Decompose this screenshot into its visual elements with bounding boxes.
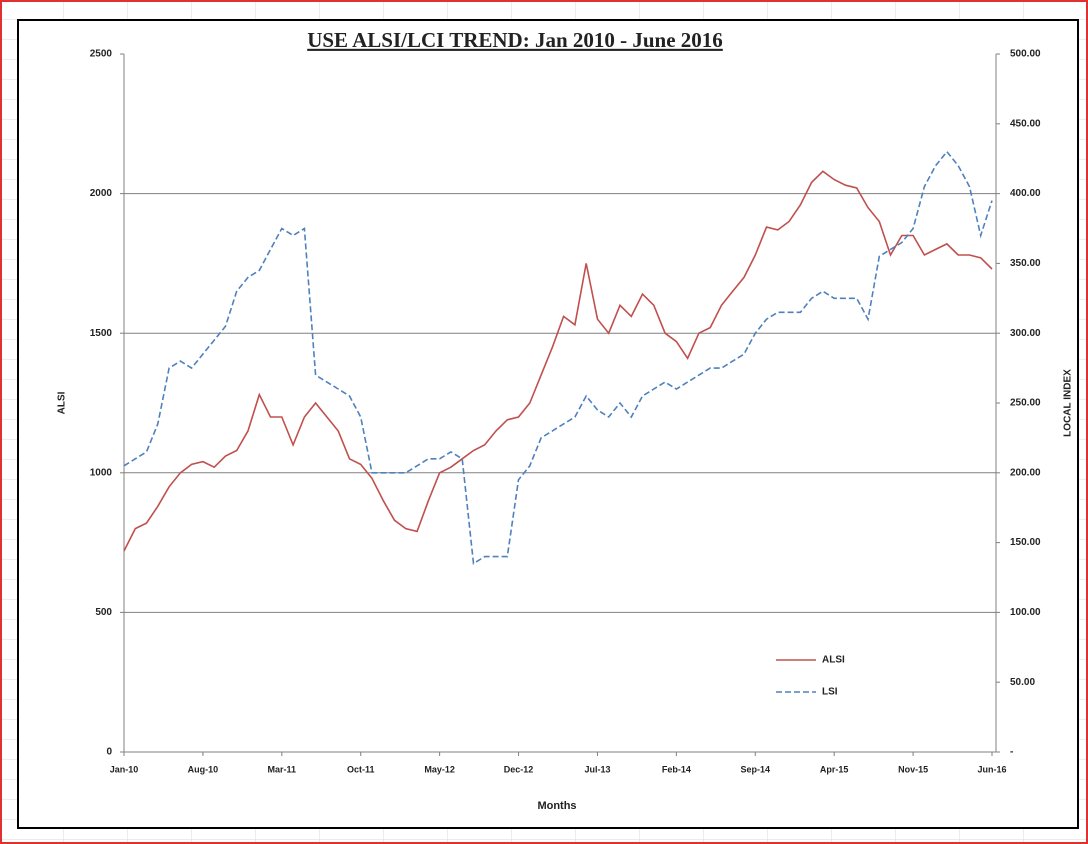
legend-label: ALSI — [822, 655, 845, 666]
x-tick-label: Nov-15 — [898, 764, 928, 774]
y-tick-label: 1500 — [90, 328, 113, 339]
y-tick-label: 0 — [106, 747, 112, 758]
x-tick-label: Jan-10 — [110, 764, 139, 774]
y-tick-label: 1000 — [90, 467, 113, 478]
chart-area — [17, 19, 1079, 829]
y2-tick-label: 450.00 — [1010, 118, 1041, 129]
y2-tick-label: 250.00 — [1010, 398, 1041, 409]
y2-tick-label: 500.00 — [1010, 49, 1041, 60]
x-tick-label: Oct-11 — [347, 764, 375, 774]
y-axis-title: ALSI — [57, 391, 68, 414]
x-tick-label: Sep-14 — [741, 764, 771, 774]
x-tick-label: Jun-16 — [977, 764, 1006, 774]
x-tick-label: Jul-13 — [584, 764, 610, 774]
series-line — [123, 150, 993, 565]
y-tick-label: 2500 — [90, 49, 113, 60]
y-tick-label: 500 — [95, 607, 112, 618]
y2-tick-label: - — [1010, 747, 1013, 758]
y2-tick-label: 100.00 — [1010, 607, 1041, 618]
x-tick-label: Aug-10 — [188, 764, 219, 774]
y2-tick-label: 400.00 — [1010, 188, 1041, 199]
x-tick-label: Mar-11 — [268, 764, 297, 774]
x-tick-label: Dec-12 — [504, 764, 534, 774]
chart-title: USE ALSI/LCI TREND: Jan 2010 - June 2016 — [307, 28, 723, 52]
legend-label: LSI — [822, 687, 838, 698]
y2-tick-label: 50.00 — [1010, 677, 1035, 688]
y2-tick-label: 300.00 — [1010, 328, 1041, 339]
y2-tick-label: 200.00 — [1010, 467, 1041, 478]
y2-axis-title: LOCAL INDEX — [1063, 369, 1074, 437]
y-tick-label: 2000 — [90, 188, 113, 199]
x-tick-label: Feb-14 — [662, 764, 691, 774]
y2-tick-label: 350.00 — [1010, 258, 1041, 269]
x-axis-title: Months — [537, 800, 576, 812]
x-tick-label: Apr-15 — [820, 764, 849, 774]
series-line — [123, 170, 993, 552]
y2-tick-label: 150.00 — [1010, 537, 1041, 548]
x-tick-label: May-12 — [424, 764, 455, 774]
